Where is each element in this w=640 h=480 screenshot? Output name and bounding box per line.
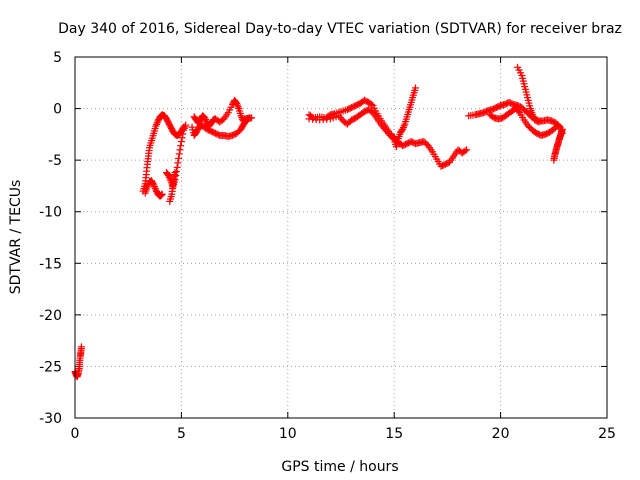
data-point [234, 103, 242, 111]
data-point [177, 142, 185, 150]
data-point [399, 123, 407, 131]
data-point [461, 147, 469, 155]
data-point [233, 101, 241, 109]
x-tick-label: 10 [279, 426, 297, 442]
data-point [171, 169, 179, 177]
y-tick-label: 0 [53, 102, 62, 118]
data-point [233, 99, 241, 107]
data-point [151, 184, 159, 192]
y-axis-label: SDTVAR / TECUs [8, 180, 24, 295]
data-point [176, 146, 184, 154]
data-point [399, 125, 407, 133]
data-point [153, 119, 161, 127]
data-point [529, 111, 537, 119]
data-point [553, 122, 561, 130]
y-tick-label: -5 [48, 153, 62, 169]
data-point [158, 190, 166, 198]
data-point [400, 122, 408, 130]
data-point [202, 116, 210, 124]
data-point [150, 183, 158, 191]
data-point [201, 114, 209, 122]
data-point [165, 173, 173, 181]
data-point [175, 150, 183, 158]
data-point [529, 112, 537, 120]
data-point [535, 118, 543, 126]
y-tick-label: -20 [39, 308, 62, 324]
data-point [175, 154, 183, 162]
data-point [514, 107, 522, 115]
data-points [71, 63, 566, 381]
data-point [150, 181, 158, 189]
data-point [149, 180, 157, 188]
data-point [248, 114, 256, 122]
data-point [178, 134, 186, 142]
y-tick-label: -25 [39, 359, 62, 375]
data-point [174, 159, 182, 167]
x-tick-label: 20 [492, 426, 510, 442]
data-point [182, 121, 190, 129]
data-point [173, 163, 181, 171]
x-tick-label: 0 [71, 426, 80, 442]
x-axis-label: GPS time / hours [281, 459, 398, 475]
data-point [237, 112, 245, 120]
data-point [181, 123, 189, 131]
grid [75, 57, 607, 418]
data-point [411, 84, 419, 92]
data-point [153, 120, 161, 128]
data-point [533, 117, 541, 125]
chart-title: Day 340 of 2016, Sidereal Day-to-day VTE… [58, 21, 622, 37]
x-tick-label: 15 [385, 426, 403, 442]
data-point [143, 183, 151, 191]
x-tick-label: 25 [598, 426, 616, 442]
data-point [558, 125, 566, 133]
data-point [368, 100, 376, 108]
data-point [180, 125, 188, 133]
data-point [158, 191, 166, 199]
y-tick-label: -15 [39, 256, 62, 272]
data-point [463, 146, 471, 154]
y-tick-label: -30 [39, 411, 62, 427]
y-tick-label: -10 [39, 205, 62, 221]
data-point [165, 172, 173, 180]
data-point [177, 138, 185, 146]
data-point [77, 343, 85, 351]
plot-frame [74, 56, 608, 419]
data-point [179, 130, 187, 138]
data-point [180, 126, 188, 134]
data-point [554, 121, 562, 129]
data-point [157, 192, 165, 200]
data-point [152, 122, 160, 130]
x-tick-label: 5 [177, 426, 186, 442]
y-tick-label: 5 [53, 50, 62, 66]
